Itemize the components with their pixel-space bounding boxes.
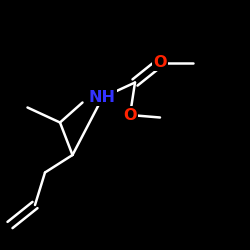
Text: NH: NH (89, 90, 116, 105)
Text: O: O (123, 108, 137, 122)
Text: O: O (153, 55, 167, 70)
